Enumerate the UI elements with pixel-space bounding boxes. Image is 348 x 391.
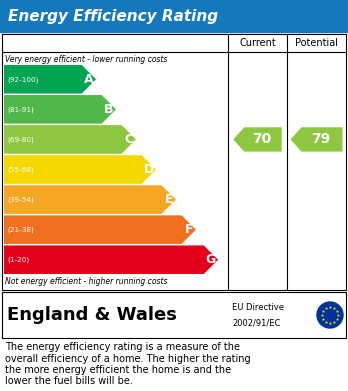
- Text: (81-91): (81-91): [7, 106, 34, 113]
- Bar: [0, 0, 348, 32]
- Text: the more energy efficient the home is and the: the more energy efficient the home is an…: [5, 365, 231, 375]
- Polygon shape: [291, 127, 342, 152]
- Text: (69-80): (69-80): [7, 136, 34, 143]
- Polygon shape: [4, 185, 176, 214]
- Text: The energy efficiency rating is a measure of the: The energy efficiency rating is a measur…: [5, 342, 240, 352]
- Text: E: E: [165, 193, 173, 206]
- Text: 79: 79: [311, 133, 330, 146]
- Circle shape: [317, 302, 343, 328]
- Text: D: D: [144, 163, 154, 176]
- Text: G: G: [206, 253, 216, 266]
- Polygon shape: [4, 65, 96, 93]
- Polygon shape: [4, 246, 218, 274]
- Text: Potential: Potential: [295, 38, 338, 48]
- Text: (55-68): (55-68): [7, 166, 34, 173]
- Polygon shape: [4, 95, 116, 124]
- Text: A: A: [84, 73, 94, 86]
- Text: Very energy efficient - lower running costs: Very energy efficient - lower running co…: [5, 54, 167, 63]
- Polygon shape: [4, 215, 196, 244]
- Text: England & Wales: England & Wales: [7, 306, 177, 324]
- Bar: [2, 292, 346, 338]
- Text: (21-38): (21-38): [7, 226, 34, 233]
- Text: (39-54): (39-54): [7, 196, 34, 203]
- Text: EU Directive: EU Directive: [232, 303, 284, 312]
- Text: C: C: [124, 133, 133, 146]
- Text: lower the fuel bills will be.: lower the fuel bills will be.: [5, 377, 133, 386]
- Text: 70: 70: [252, 133, 271, 146]
- Text: 2002/91/EC: 2002/91/EC: [232, 318, 280, 327]
- Text: (92-100): (92-100): [7, 76, 38, 83]
- Text: F: F: [184, 223, 193, 236]
- Text: B: B: [104, 103, 113, 116]
- Text: Current: Current: [239, 38, 276, 48]
- Text: overall efficiency of a home. The higher the rating: overall efficiency of a home. The higher…: [5, 353, 251, 364]
- Text: Not energy efficient - higher running costs: Not energy efficient - higher running co…: [5, 278, 167, 287]
- Polygon shape: [4, 125, 136, 154]
- Text: Energy Efficiency Rating: Energy Efficiency Rating: [8, 9, 218, 23]
- Polygon shape: [233, 127, 282, 152]
- Polygon shape: [4, 155, 156, 184]
- Text: (1-20): (1-20): [7, 256, 29, 263]
- Bar: [2, 34, 346, 290]
